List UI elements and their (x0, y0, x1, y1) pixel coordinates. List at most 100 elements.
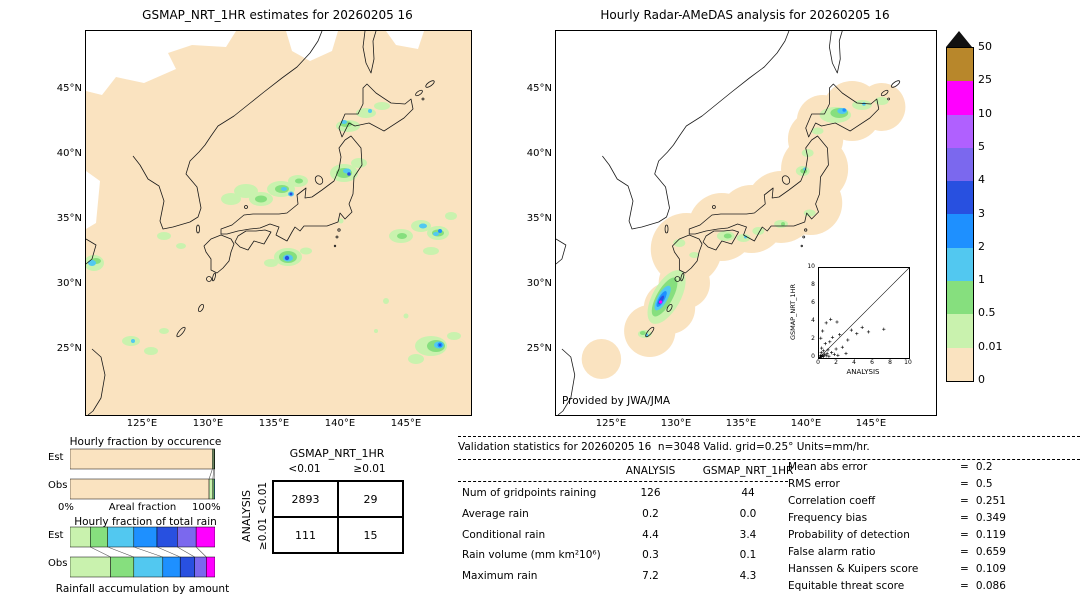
stats-divider-table (458, 481, 788, 482)
stats-row-analysis: 0.2 (642, 508, 659, 520)
occurrence-axis-max: 100% (192, 502, 221, 513)
no-data-regions (86, 31, 424, 229)
left-lon-tick: 130°E (192, 418, 224, 429)
contingency-cell: 29 (338, 481, 403, 517)
totalrain-chart-svg (70, 526, 215, 578)
colorbar-tick-label: 1 (978, 273, 985, 287)
precipitation-blobs (84, 102, 461, 364)
colorbar-segment (947, 114, 973, 148)
right-lat-tick: 35°N (526, 213, 552, 224)
metric-value: 0.251 (975, 495, 1006, 507)
metric-value: 0.5 (975, 478, 993, 490)
occurrence-axis-label: Areal fraction (108, 502, 177, 513)
contingency-col-label: <0.01 (288, 463, 321, 475)
data-credit: Provided by JWA/JMA (562, 395, 671, 407)
precipitation-blobs (637, 97, 889, 338)
occurrence-obs-label: Obs (48, 480, 68, 491)
right-lat-tick: 25°N (526, 343, 552, 354)
left-lon-tick: 135°E (258, 418, 290, 429)
stats-row-label: Conditional rain (462, 529, 546, 541)
stats-row-analysis: 126 (640, 487, 661, 499)
metric-value: 0.109 (975, 563, 1006, 575)
colorbar-segment (947, 247, 973, 282)
metric-value: 0.2 (975, 461, 993, 473)
stats-row-gsmap: 0.1 (739, 549, 757, 561)
stats-row-gsmap: 0.0 (739, 508, 757, 520)
metric-row: RMS error = 0.5 (788, 478, 993, 490)
metric-row: Hanssen & Kuipers score = 0.109 (788, 563, 1006, 575)
colorbar-tick-label: 10 (978, 106, 992, 120)
metric-value: 0.659 (975, 546, 1006, 558)
colorbar-segment (947, 181, 973, 215)
right-lon-tick: 140°E (790, 418, 822, 429)
inset-y-tick: 4 (811, 317, 815, 324)
occurrence-chart-svg (70, 448, 215, 500)
inset-x-tick: 8 (888, 359, 892, 366)
stats-row-gsmap: 4.3 (739, 570, 757, 582)
contingency-row-label: ≥0.01 (257, 517, 269, 551)
metric-value: 0.086 (975, 580, 1006, 592)
stats-col-header-gsmap: GSMAP_NRT_1HR (702, 465, 794, 477)
inset-x-tick: 0 (816, 359, 820, 366)
left-lon-tick: 145°E (390, 418, 422, 429)
contingency-cell: 15 (338, 517, 403, 553)
metric-label: Probability of detection (788, 529, 910, 541)
inset-x-tick: 10 (904, 359, 912, 366)
colorbar-extend-triangle (946, 31, 972, 47)
metric-label: False alarm ratio (788, 546, 876, 558)
stats-row-label: Maximum rain (462, 570, 538, 582)
left-map-title: GSMAP_NRT_1HR estimates for 20260205 16 (142, 8, 413, 22)
left-lat-tick: 35°N (56, 213, 82, 224)
stats-row-label: Num of gridpoints raining (462, 487, 597, 499)
inset-x-tick: 2 (834, 359, 838, 366)
occurrence-axis-min: 0% (58, 502, 74, 513)
left-lat-tick: 45°N (56, 83, 82, 94)
right-lon-tick: 145°E (855, 418, 887, 429)
colorbar-segment (947, 281, 973, 315)
colorbar-tick-label: 25 (978, 73, 992, 87)
left-lon-tick: 125°E (126, 418, 158, 429)
radar-amedas-map: ANALYSIS GSMAP_NRT_1HR 0 2 4 6 8 10 0 2 4 6 8 10 P… (555, 30, 937, 416)
stats-row-gsmap: 44 (741, 487, 755, 499)
inset-x-tick: 4 (852, 359, 856, 366)
occurrence-chart-title: Hourly fraction by occurence (69, 436, 222, 448)
colorbar-tick-label: 0.5 (978, 306, 996, 320)
metric-label: Equitable threat score (788, 580, 905, 592)
inset-plot-svg (818, 267, 910, 360)
metric-row: Probability of detection = 0.119 (788, 529, 1006, 541)
stats-title: Validation statistics for 20260205 16 n=… (458, 441, 870, 453)
metric-row: Correlation coeff = 0.251 (788, 495, 1006, 507)
stats-col-header-analysis: ANALYSIS (625, 465, 676, 477)
gsmap-estimate-map (84, 30, 472, 416)
contingency-col-label: ≥0.01 (353, 463, 386, 475)
gsmap-map-canvas (84, 30, 471, 416)
inset-y-axis-label: GSMAP_NRT_1HR (789, 283, 797, 341)
occurrence-est-label: Est (48, 452, 64, 463)
colorbar-segment (947, 81, 973, 115)
colorbar-tick-label: 50 (978, 40, 992, 53)
totalrain-est-label: Est (48, 530, 64, 541)
colorbar-segment (947, 314, 973, 348)
contingency-row-group: ANALYSIS (240, 490, 253, 542)
contingency-col-group: GSMAP_NRT_1HR (289, 447, 385, 460)
stats-row-analysis: 7.2 (642, 570, 659, 582)
totalrain-chart-title: Hourly fraction of total rain (74, 516, 217, 528)
metric-label: Hanssen & Kuipers score (788, 563, 919, 575)
left-lon-tick: 140°E (324, 418, 356, 429)
metric-label: Mean abs error (788, 461, 868, 473)
metric-value: 0.119 (975, 529, 1006, 541)
metric-row: Equitable threat score = 0.086 (788, 580, 1006, 592)
radar-map-canvas (555, 30, 936, 416)
inset-scatter: ANALYSIS GSMAP_NRT_1HR 0 2 4 6 8 10 0 2 4 6 8 10 (756, 261, 936, 388)
colorbar-tick-label: 0 (978, 373, 985, 386)
right-lat-tick: 40°N (526, 148, 552, 159)
metric-label: RMS error (788, 478, 840, 490)
inset-x-axis-label: ANALYSIS (846, 368, 880, 376)
metric-label: Correlation coeff (788, 495, 876, 507)
metric-label: Frequency bias (788, 512, 868, 524)
metric-value: 0.349 (975, 512, 1006, 524)
colorbar-segment (947, 214, 973, 248)
colorbar-tick-label: 0.01 (978, 339, 1003, 353)
inset-plot-box (818, 267, 910, 360)
